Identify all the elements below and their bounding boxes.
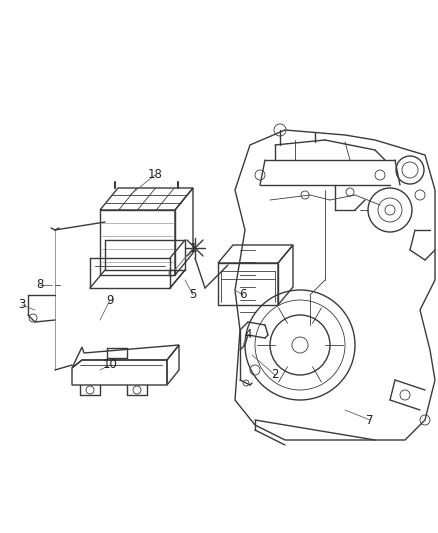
Text: 6: 6 [239, 288, 247, 302]
Text: 5: 5 [189, 288, 197, 302]
Text: 8: 8 [36, 279, 44, 292]
Text: 7: 7 [366, 414, 374, 426]
Text: 2: 2 [271, 368, 279, 382]
Text: 4: 4 [244, 328, 252, 342]
Text: 3: 3 [18, 298, 26, 311]
Text: 1: 1 [189, 241, 197, 254]
Text: 9: 9 [106, 294, 114, 306]
Text: 18: 18 [148, 168, 162, 182]
Text: 10: 10 [102, 359, 117, 372]
